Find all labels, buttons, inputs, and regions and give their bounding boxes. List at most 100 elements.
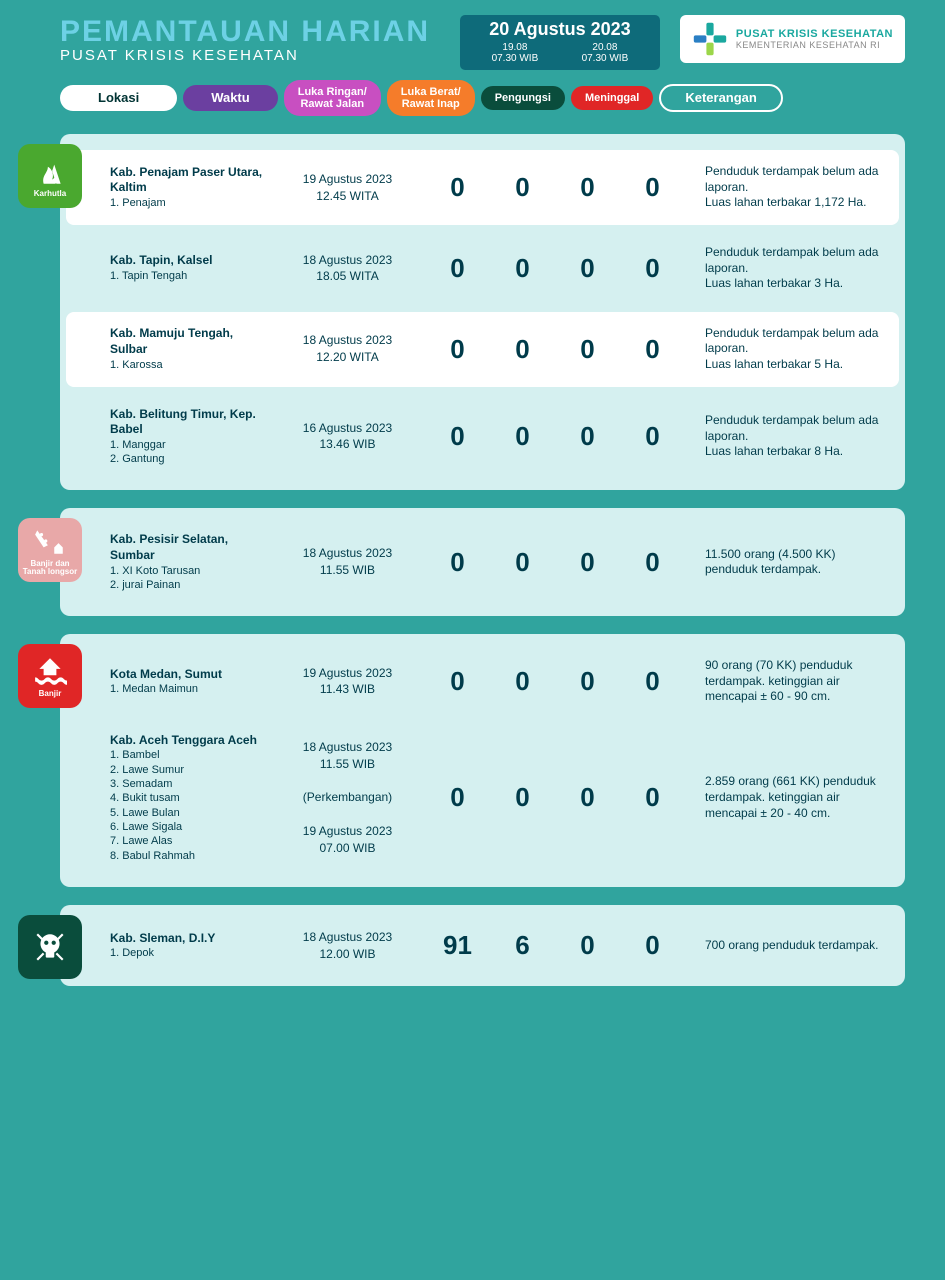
time-cell: 18 Agustus 2023 12.00 WIB [275, 929, 420, 963]
location-sub: 1. Penajam [110, 196, 265, 210]
location-cell: Kab. Pesisir Selatan, Sumbar 1. XI Koto … [110, 532, 265, 592]
tab-keterangan: Keterangan [659, 84, 783, 112]
num-luka-ringan: 0 [430, 253, 485, 284]
location-main: Kab. Mamuju Tengah, Sulbar [110, 326, 265, 357]
location-cell: Kota Medan, Sumut 1. Medan Maimun [110, 667, 265, 697]
fire-icon [33, 154, 67, 188]
num-pengungsi: 0 [560, 930, 615, 961]
badge-label: Karhutla [34, 190, 66, 198]
num-meninggal: 0 [625, 547, 680, 578]
num-pengungsi: 0 [560, 334, 615, 365]
location-cell: Kab. Penajam Paser Utara, Kaltim 1. Pena… [110, 165, 265, 210]
num-luka-ringan: 0 [430, 547, 485, 578]
num-meninggal: 0 [625, 421, 680, 452]
date-block: 20 Agustus 2023 19.08 07.30 WIB 20.08 07… [460, 15, 660, 70]
data-row: Kab. Pesisir Selatan, Sumbar 1. XI Koto … [60, 518, 905, 606]
location-main: Kab. Sleman, D.I.Y [110, 931, 265, 947]
data-row: Kab. Tapin, Kalsel 1. Tapin Tengah 18 Ag… [60, 231, 905, 306]
main-title: PEMANTAUAN HARIAN [60, 15, 440, 49]
column-tabs: Lokasi Waktu Luka Ringan/ Rawat Jalan Lu… [60, 80, 905, 116]
num-luka-berat: 0 [495, 421, 550, 452]
time-cell: 16 Agustus 2023 13.46 WIB [275, 420, 420, 454]
num-luka-ringan: 0 [430, 782, 485, 813]
description-cell: 90 orang (70 KK) penduduk terdampak. ket… [690, 658, 885, 705]
num-pengungsi: 0 [560, 782, 615, 813]
num-luka-berat: 0 [495, 172, 550, 203]
data-row: Kab. Sleman, D.I.Y 1. Depok 18 Agustus 2… [60, 915, 905, 977]
num-pengungsi: 0 [560, 421, 615, 452]
badge-label: Banjir [39, 690, 62, 698]
description-cell: Penduduk terdampak belum ada laporan. Lu… [690, 245, 885, 292]
tab-luka-berat: Luka Berat/ Rawat Inap [387, 80, 475, 116]
num-luka-berat: 0 [495, 782, 550, 813]
location-main: Kab. Belitung Timur, Kep. Babel [110, 407, 265, 438]
num-luka-ringan: 0 [430, 172, 485, 203]
tab-pengungsi: Pengungsi [481, 86, 565, 110]
data-row: Kota Medan, Sumut 1. Medan Maimun 19 Agu… [60, 644, 905, 719]
data-row: Kab. Aceh Tenggara Aceh 1. Bambel 2. Law… [60, 719, 905, 877]
title-block: PEMANTAUAN HARIAN PUSAT KRISIS KESEHATAN [60, 15, 440, 64]
location-cell: Kab. Tapin, Kalsel 1. Tapin Tengah [110, 253, 265, 283]
time-cell: 18 Agustus 2023 11.55 WIB [275, 545, 420, 579]
sections-root: Karhutla Kab. Penajam Paser Utara, Kalti… [0, 134, 945, 986]
data-row: Kab. Belitung Timur, Kep. Babel 1. Mangg… [60, 393, 905, 481]
num-meninggal: 0 [625, 666, 680, 697]
time-cell: 19 Agustus 2023 11.43 WIB [275, 665, 420, 699]
location-sub: 1. Bambel 2. Lawe Sumur 3. Semadam 4. Bu… [110, 748, 265, 862]
location-cell: Kab. Aceh Tenggara Aceh 1. Bambel 2. Law… [110, 733, 265, 863]
category-badge: Banjir [18, 644, 82, 708]
description-cell: 700 orang penduduk terdampak. [690, 938, 885, 954]
badge-label: Banjir dan Tanah longsor [23, 560, 78, 576]
tab-meninggal: Meninggal [571, 86, 653, 110]
section: Karhutla Kab. Penajam Paser Utara, Kalti… [60, 134, 905, 490]
location-sub: 1. Karossa [110, 358, 265, 372]
data-row: Kab. Mamuju Tengah, Sulbar 1. Karossa 18… [66, 312, 899, 387]
description-cell: 2.859 orang (661 KK) penduduk terdampak.… [690, 774, 885, 821]
description-cell: Penduduk terdampak belum ada laporan. Lu… [690, 326, 885, 373]
location-sub: 1. Tapin Tengah [110, 269, 265, 283]
num-pengungsi: 0 [560, 547, 615, 578]
cross-icon [692, 21, 728, 57]
num-pengungsi: 0 [560, 666, 615, 697]
num-luka-ringan: 0 [430, 334, 485, 365]
tab-luka-ringan: Luka Ringan/ Rawat Jalan [284, 80, 381, 116]
category-badge: Banjir dan Tanah longsor [18, 518, 82, 582]
category-badge [18, 915, 82, 979]
location-main: Kab. Pesisir Selatan, Sumbar [110, 532, 265, 563]
category-badge: Karhutla [18, 144, 82, 208]
time-cell: 18 Agustus 2023 11.55 WIB (Perkembangan)… [275, 739, 420, 857]
description-cell: Penduduk terdampak belum ada laporan. Lu… [690, 164, 885, 211]
location-sub: 1. Medan Maimun [110, 682, 265, 696]
skull-icon [33, 930, 67, 964]
sub-title: PUSAT KRISIS KESEHATAN [60, 47, 440, 64]
location-sub: 1. Manggar 2. Gantung [110, 438, 265, 467]
time-cell: 18 Agustus 2023 12.20 WITA [275, 332, 420, 366]
tab-lokasi: Lokasi [60, 85, 177, 111]
num-luka-ringan: 0 [430, 421, 485, 452]
num-luka-berat: 6 [495, 930, 550, 961]
period-start: 19.08 07.30 WIB [492, 42, 539, 64]
num-meninggal: 0 [625, 172, 680, 203]
org-logo: PUSAT KRISIS KESEHATAN KEMENTERIAN KESEH… [680, 15, 905, 63]
location-main: Kab. Aceh Tenggara Aceh [110, 733, 265, 749]
location-cell: Kab. Belitung Timur, Kep. Babel 1. Mangg… [110, 407, 265, 467]
location-sub: 1. XI Koto Tarusan 2. jurai Painan [110, 564, 265, 593]
time-cell: 18 Agustus 2023 18.05 WITA [275, 252, 420, 286]
num-luka-berat: 0 [495, 666, 550, 697]
description-cell: 11.500 orang (4.500 KK) penduduk terdamp… [690, 547, 885, 578]
num-pengungsi: 0 [560, 253, 615, 284]
location-main: Kab. Tapin, Kalsel [110, 253, 265, 269]
period-end: 20.08 07.30 WIB [582, 42, 629, 64]
date-periods: 19.08 07.30 WIB 20.08 07.30 WIB [470, 42, 650, 64]
num-meninggal: 0 [625, 930, 680, 961]
time-cell: 19 Agustus 2023 12.45 WITA [275, 171, 420, 205]
num-meninggal: 0 [625, 334, 680, 365]
landslide-icon [33, 524, 67, 558]
section: Kab. Sleman, D.I.Y 1. Depok 18 Agustus 2… [60, 905, 905, 987]
location-main: Kota Medan, Sumut [110, 667, 265, 683]
location-cell: Kab. Mamuju Tengah, Sulbar 1. Karossa [110, 326, 265, 371]
section: Banjir dan Tanah longsor Kab. Pesisir Se… [60, 508, 905, 616]
num-pengungsi: 0 [560, 172, 615, 203]
location-cell: Kab. Sleman, D.I.Y 1. Depok [110, 931, 265, 961]
description-cell: Penduduk terdampak belum ada laporan. Lu… [690, 413, 885, 460]
